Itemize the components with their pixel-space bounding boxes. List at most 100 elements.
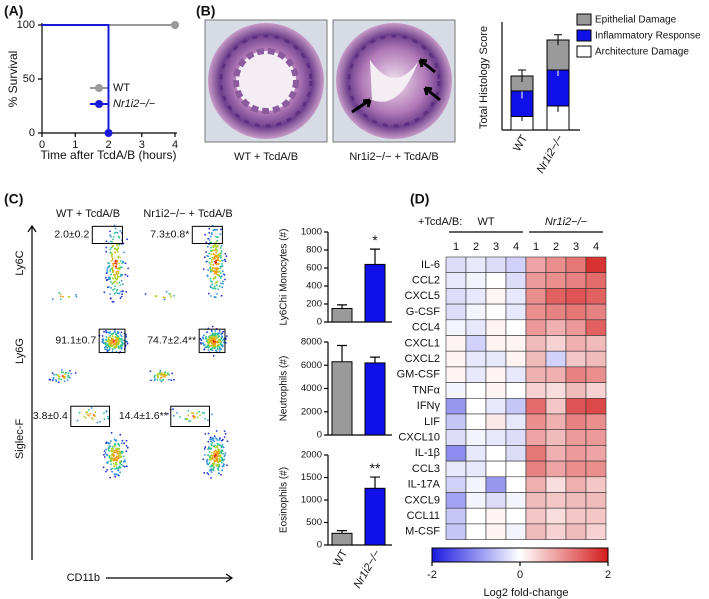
flow-dot: [107, 441, 110, 444]
flow-dot: [216, 257, 219, 260]
flow-dot: [222, 280, 224, 283]
flow-dot: [110, 260, 113, 262]
flow-dot: [111, 467, 114, 470]
flow-dot: [104, 343, 107, 346]
flow-dot: [122, 339, 124, 341]
flow-dot: [223, 430, 226, 432]
flow-dot: [208, 340, 211, 343]
flow-dot: [159, 371, 161, 374]
row-label: IL-6: [421, 259, 440, 271]
y-tick-label: 500: [306, 517, 322, 528]
heatmap-cell: [485, 413, 507, 430]
x-tick-label: WT: [331, 548, 350, 569]
flow-dot: [222, 452, 225, 455]
heatmap-cell: [485, 492, 507, 509]
flow-dot: [213, 459, 216, 462]
column-label: 1: [533, 241, 539, 253]
flow-dot: [216, 239, 219, 242]
flow-dot: [120, 337, 123, 340]
y-tick-label: 0: [317, 317, 322, 328]
gate: [98, 328, 126, 354]
flow-dot: [203, 344, 205, 347]
row-label: CCL4: [412, 322, 440, 334]
flow-dot: [121, 341, 124, 344]
flow-dot: [106, 346, 109, 349]
flow-dot: [215, 452, 218, 454]
flow-dot: [215, 255, 217, 258]
flow-dot: [222, 438, 224, 441]
flow-dot: [126, 238, 128, 241]
flow-dot: [107, 338, 110, 341]
flow-dot: [162, 296, 165, 299]
heatmap-cell: [545, 256, 567, 273]
y-tick-label: 0: [317, 540, 322, 551]
flow-dot: [120, 295, 123, 298]
row-label: CXCL10: [398, 431, 440, 443]
flow-dot: [219, 260, 221, 263]
error-bar: [370, 356, 380, 363]
flow-dot: [105, 345, 107, 348]
heatmap-cell: [545, 507, 567, 525]
flow-dot: [215, 450, 218, 453]
flow-dot: [216, 281, 218, 284]
flow-dot: [67, 376, 69, 379]
flow-dot: [223, 458, 226, 461]
flow-dot: [210, 341, 212, 343]
flow-dot: [118, 337, 121, 340]
flow-dot: [125, 335, 127, 338]
heatmap-cell: [505, 335, 527, 352]
heatmap-cell: [565, 288, 587, 305]
flow-dot: [121, 262, 124, 265]
flow-dot: [199, 337, 202, 340]
heatmap-cell: [505, 303, 527, 321]
flow-dot: [211, 286, 213, 289]
flow-dot: [218, 449, 221, 452]
heatmap-cell: [585, 319, 607, 336]
flow-dot: [220, 275, 223, 278]
heatmap-cell: [505, 476, 527, 493]
flow-dot: [206, 463, 209, 466]
flow-dot: [117, 332, 120, 335]
flow-dot: [114, 443, 117, 446]
flow-dot: [105, 330, 107, 332]
error-bar: [337, 344, 347, 362]
flow-dot: [108, 276, 110, 279]
flow-plot: [70, 405, 129, 479]
heatmap-cell: [445, 366, 467, 383]
heatmap-cell: [565, 272, 587, 289]
flow-dot: [78, 411, 81, 414]
flow-dot: [224, 432, 227, 435]
x-tick-label: 0: [39, 139, 45, 151]
flow-dot: [211, 245, 214, 247]
flow-dot: [92, 418, 94, 421]
column-label: 3: [573, 241, 579, 253]
flow-dot: [55, 373, 57, 376]
heatmap-cell: [565, 429, 587, 446]
flow-dot: [156, 373, 159, 376]
flow-dot: [207, 419, 209, 422]
flow-dot: [109, 293, 112, 295]
y-tick-label: 200: [306, 299, 322, 310]
flow-dot: [202, 268, 205, 270]
column-label: 3: [493, 241, 499, 253]
flow-dot: [114, 276, 116, 278]
column-label: 4: [593, 241, 599, 253]
flow-dot: [122, 242, 125, 245]
heatmap-cell: [485, 366, 507, 383]
flow-dot: [170, 379, 173, 381]
flow-dot: [214, 248, 217, 251]
flow-dot: [109, 268, 112, 271]
gate-stat: 14.4±1.6**: [119, 410, 168, 422]
flow-dot: [111, 453, 114, 455]
flow-dot: [126, 342, 129, 345]
flow-dot: [103, 453, 105, 456]
flow-dot: [200, 339, 203, 341]
flow-dot: [110, 254, 113, 257]
flow-dot: [107, 415, 109, 418]
flow-dot: [118, 275, 120, 278]
heatmap-cell: [465, 288, 487, 305]
flow-dot: [110, 273, 113, 276]
flow-dot: [217, 288, 220, 290]
flow-dot: [110, 447, 113, 450]
